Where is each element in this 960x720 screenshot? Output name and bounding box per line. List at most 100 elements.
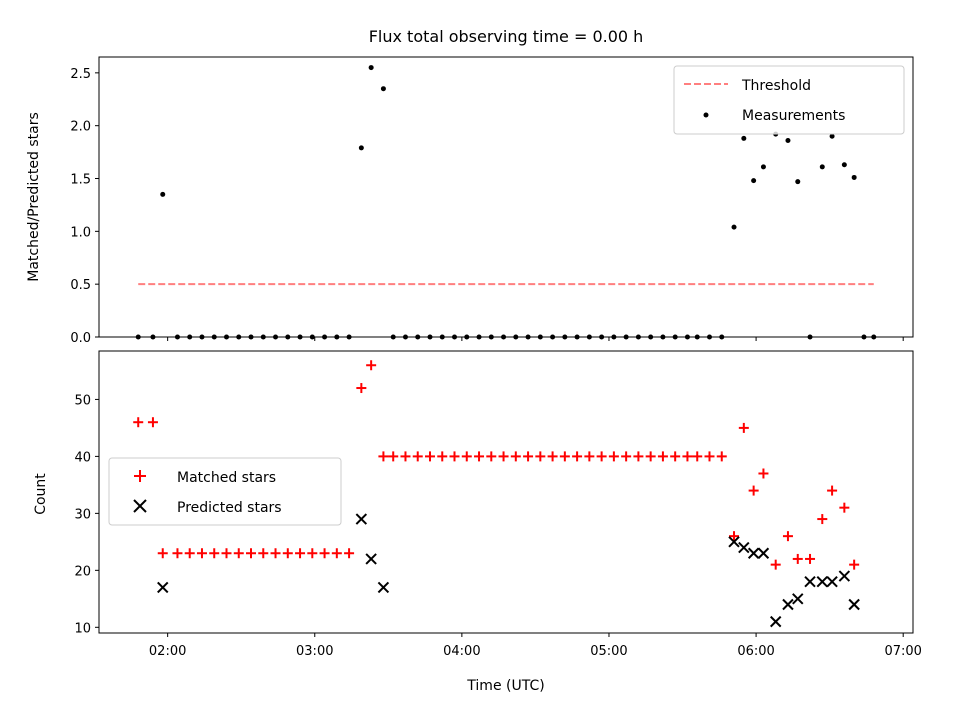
matched-star-point (246, 548, 257, 559)
matched-star-point (331, 548, 342, 559)
matched-star-point (729, 531, 740, 542)
predicted-star-point (757, 547, 770, 559)
measurement-point (841, 162, 847, 168)
measurement-point (851, 174, 857, 180)
matched-star-point (770, 559, 781, 570)
matched-star-point (792, 553, 803, 564)
matched-star-point (344, 548, 355, 559)
matched-star-point (449, 451, 460, 462)
measurement-point (795, 179, 801, 185)
legend-threshold-label: Threshold (741, 78, 811, 94)
matched-star-point (657, 451, 668, 462)
bottom-axes-frame (98, 350, 914, 634)
matched-star-point (547, 451, 558, 462)
matched-star-point (559, 451, 570, 462)
bottom-x-tick-label: 05:00 (590, 644, 627, 659)
legend-matched-marker (134, 470, 146, 482)
legend-matched-label: Matched stars (177, 470, 276, 486)
top-axes-frame (98, 56, 914, 338)
matched-star-point (258, 548, 269, 559)
bottom-legend: Matched stars Predicted stars (108, 457, 342, 526)
predicted-star-point (747, 547, 760, 559)
top-y-axis-label: Matched/Predicted stars (26, 112, 42, 282)
matched-star-point (535, 451, 546, 462)
matched-star-point (388, 451, 399, 462)
legend-measurements-label: Measurements (742, 108, 845, 124)
matched-star-point (805, 553, 816, 564)
matched-star-point (356, 383, 367, 394)
matched-star-point (133, 417, 144, 428)
top-x-ticks (167, 337, 904, 341)
matched-star-point (849, 559, 860, 570)
bottom-plot-area (133, 360, 860, 628)
matched-star-point (716, 451, 727, 462)
matched-star-point (498, 451, 509, 462)
top-panel: Flux total observing time = 0.00 h Match… (26, 27, 914, 346)
bottom-x-tick-label: 07:00 (884, 644, 921, 659)
chart-title: Flux total observing time = 0.00 h (369, 27, 644, 46)
bottom-x-tick-label: 03:00 (296, 644, 333, 659)
matched-star-point (172, 548, 183, 559)
matched-star-point (633, 451, 644, 462)
matched-star-point (412, 451, 423, 462)
measurement-point (741, 135, 747, 141)
top-legend: Threshold Measurements (673, 65, 905, 135)
measurement-point (751, 178, 757, 184)
legend-predicted-label: Predicted stars (177, 500, 282, 516)
bottom-y-tick-label: 30 (74, 507, 91, 522)
bottom-x-ticks: 02:00 03:00 04:00 05:00 06:00 07:00 (149, 633, 922, 659)
predicted-star-point (782, 598, 794, 611)
matched-star-point (670, 451, 681, 462)
predicted-star-point (728, 536, 740, 548)
matched-star-point (704, 451, 715, 462)
top-y-tick-label: 2.0 (70, 120, 91, 135)
matched-star-point (221, 548, 232, 559)
matched-star-point (584, 451, 595, 462)
top-y-tick-label: 0.5 (70, 278, 91, 293)
matched-star-point (196, 548, 207, 559)
bottom-y-tick-label: 20 (74, 564, 91, 579)
matched-star-point (147, 417, 158, 428)
matched-star-point (692, 451, 703, 462)
measurement-point (819, 164, 825, 170)
bottom-y-axis-label: Count (33, 473, 49, 515)
predicted-star-point (738, 541, 750, 554)
matched-star-point (474, 451, 485, 462)
bottom-legend-box (108, 457, 342, 526)
matched-star-point (817, 514, 828, 525)
matched-star-point (827, 485, 838, 496)
measurement-point (380, 86, 386, 92)
matched-star-point (486, 451, 497, 462)
matched-star-point (378, 451, 389, 462)
predicted-star-point (792, 593, 804, 605)
matched-star-point (758, 468, 769, 479)
measurement-point (358, 145, 364, 151)
predicted-star-point (157, 581, 169, 594)
matched-star-point (738, 422, 749, 433)
bottom-panel: Count Time (UTC) 10 20 30 40 50 02:00 03:00 04… (33, 350, 922, 694)
measurement-point (160, 191, 166, 197)
measurement-point (368, 65, 374, 71)
matched-star-point (645, 451, 656, 462)
matched-star-point (295, 548, 306, 559)
top-legend-box (673, 65, 905, 135)
bottom-y-tick-label: 10 (74, 621, 91, 636)
predicted-star-point (816, 576, 828, 588)
measurement-point (760, 164, 766, 170)
matched-star-point (366, 360, 377, 371)
matched-star-point (839, 502, 850, 513)
predicted-star-point (838, 570, 851, 582)
predicted-star-point (804, 576, 816, 588)
top-y-ticks: 0.0 0.5 1.0 1.5 2.0 2.5 (70, 67, 99, 346)
matched-star-point (209, 548, 220, 559)
matched-star-point (319, 548, 330, 559)
matched-star-point (437, 451, 448, 462)
top-y-tick-label: 1.0 (70, 225, 91, 240)
matched-star-point (523, 451, 534, 462)
matched-star-point (461, 451, 472, 462)
predicted-star-point (355, 513, 368, 525)
bottom-y-tick-label: 40 (74, 450, 91, 465)
matched-star-point (233, 548, 244, 559)
legend-predicted-marker (133, 499, 147, 513)
